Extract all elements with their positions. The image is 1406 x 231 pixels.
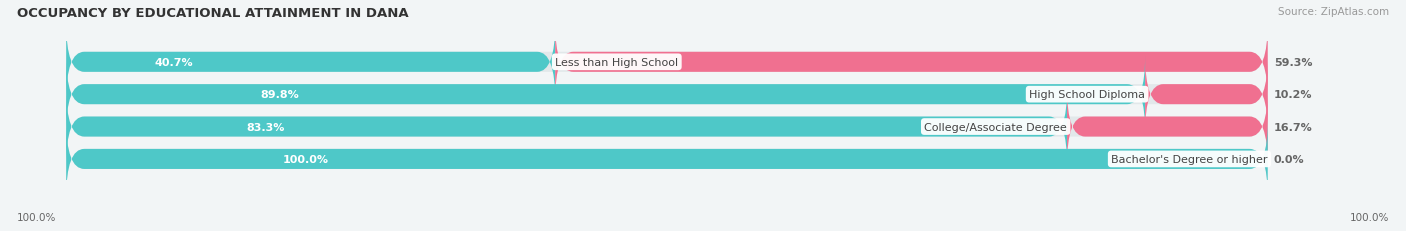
FancyBboxPatch shape <box>66 121 1268 198</box>
Text: 100.0%: 100.0% <box>283 154 329 164</box>
Text: 100.0%: 100.0% <box>1350 212 1389 222</box>
FancyBboxPatch shape <box>66 24 555 101</box>
Text: 16.7%: 16.7% <box>1274 122 1312 132</box>
Text: 10.2%: 10.2% <box>1274 90 1312 100</box>
Text: Less than High School: Less than High School <box>555 58 678 67</box>
Text: 89.8%: 89.8% <box>260 90 299 100</box>
FancyBboxPatch shape <box>66 89 1067 165</box>
FancyBboxPatch shape <box>66 56 1144 133</box>
Text: 40.7%: 40.7% <box>155 58 193 67</box>
Text: 83.3%: 83.3% <box>246 122 285 132</box>
Text: Source: ZipAtlas.com: Source: ZipAtlas.com <box>1278 7 1389 17</box>
Text: High School Diploma: High School Diploma <box>1029 90 1144 100</box>
FancyBboxPatch shape <box>1144 56 1268 133</box>
FancyBboxPatch shape <box>66 24 1268 101</box>
Text: 0.0%: 0.0% <box>1274 154 1305 164</box>
Text: 100.0%: 100.0% <box>17 212 56 222</box>
FancyBboxPatch shape <box>66 89 1268 165</box>
FancyBboxPatch shape <box>66 56 1268 133</box>
Text: OCCUPANCY BY EDUCATIONAL ATTAINMENT IN DANA: OCCUPANCY BY EDUCATIONAL ATTAINMENT IN D… <box>17 7 409 20</box>
Text: 59.3%: 59.3% <box>1274 58 1312 67</box>
FancyBboxPatch shape <box>66 121 1268 198</box>
FancyBboxPatch shape <box>1067 89 1268 165</box>
FancyBboxPatch shape <box>555 24 1268 101</box>
Text: College/Associate Degree: College/Associate Degree <box>924 122 1067 132</box>
Text: Bachelor's Degree or higher: Bachelor's Degree or higher <box>1111 154 1268 164</box>
